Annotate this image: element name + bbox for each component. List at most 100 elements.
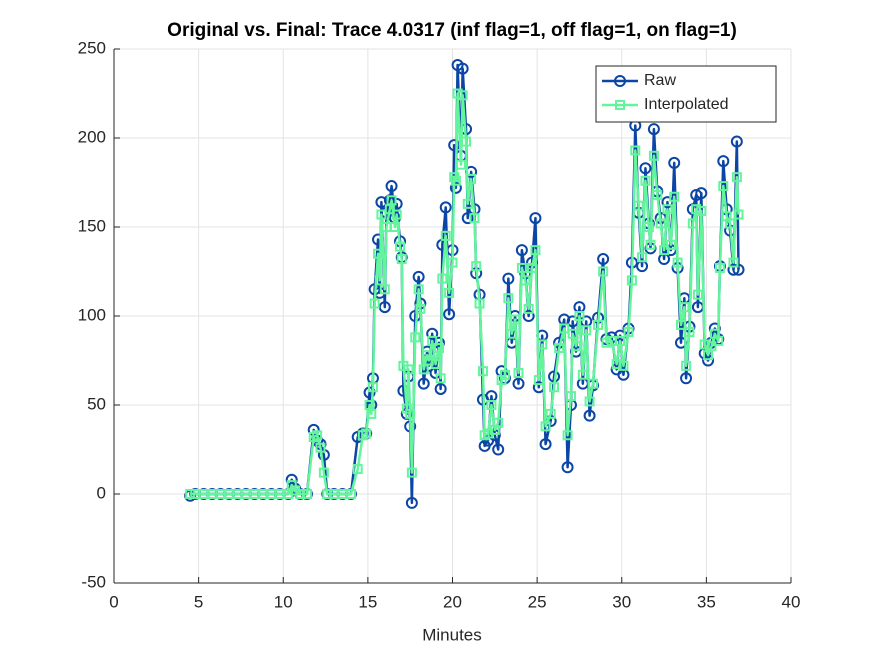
marker — [502, 272, 515, 285]
marker — [396, 254, 407, 265]
marker — [615, 335, 626, 346]
marker — [430, 359, 441, 370]
marker — [415, 303, 426, 314]
marker — [529, 212, 542, 225]
marker — [312, 430, 323, 441]
marker — [672, 257, 683, 268]
marker — [611, 359, 622, 370]
marker — [690, 188, 703, 201]
marker — [537, 339, 548, 350]
x-tick-label: 20 — [443, 592, 462, 611]
marker — [684, 327, 695, 338]
marker — [539, 438, 552, 451]
x-tick-label: 25 — [528, 592, 547, 611]
marker — [687, 218, 698, 229]
legend-marker — [614, 75, 626, 87]
marker — [565, 391, 576, 402]
marker — [447, 257, 458, 268]
marker — [669, 191, 680, 202]
marker — [439, 201, 452, 214]
marker — [618, 360, 629, 371]
marker — [422, 350, 433, 361]
marker — [506, 328, 517, 339]
marker — [633, 200, 644, 211]
marker — [699, 339, 710, 350]
marker — [434, 382, 447, 395]
marker — [452, 88, 463, 99]
marker — [681, 360, 692, 371]
marker — [597, 253, 610, 266]
marker — [665, 239, 676, 250]
marker — [679, 302, 690, 313]
marker — [530, 245, 541, 256]
marker — [577, 369, 588, 380]
marker — [637, 252, 648, 263]
y-tick-label: 250 — [78, 38, 106, 57]
marker — [717, 155, 730, 168]
marker — [545, 408, 556, 419]
marker — [457, 90, 468, 101]
marker — [587, 378, 598, 389]
marker — [461, 136, 472, 147]
marker — [461, 212, 474, 225]
marker — [662, 204, 673, 215]
marker — [554, 343, 565, 354]
marker — [456, 62, 469, 75]
y-tick-label: -50 — [81, 572, 106, 591]
x-tick-label: 5 — [194, 592, 203, 611]
marker — [374, 275, 385, 286]
marker — [661, 196, 674, 209]
marker — [373, 248, 384, 259]
marker — [379, 284, 390, 295]
marker — [523, 303, 534, 314]
marker — [513, 367, 524, 378]
marker — [516, 262, 527, 273]
marker — [426, 327, 439, 340]
marker — [675, 319, 686, 330]
marker — [412, 270, 425, 283]
marker — [322, 489, 333, 499]
marker — [410, 332, 421, 343]
chart-title: Original vs. Final: Trace 4.0317 (inf fl… — [167, 20, 737, 41]
marker — [386, 195, 397, 206]
marker — [418, 364, 429, 375]
marker — [417, 377, 430, 390]
marker — [455, 159, 466, 170]
marker — [695, 187, 708, 200]
marker — [503, 293, 514, 304]
marker — [378, 301, 391, 314]
marker — [515, 244, 528, 257]
marker — [727, 263, 740, 276]
marker — [405, 408, 416, 419]
marker — [643, 222, 654, 232]
x-tick-label: 0 — [109, 592, 118, 611]
marker — [352, 464, 363, 475]
marker — [376, 209, 387, 220]
marker — [367, 382, 378, 393]
marker — [369, 298, 380, 309]
marker — [469, 213, 480, 224]
marker — [730, 135, 743, 148]
marker — [406, 467, 417, 478]
marker — [561, 461, 574, 474]
marker — [567, 328, 578, 339]
marker — [361, 428, 372, 439]
marker — [718, 181, 729, 192]
marker — [728, 257, 739, 268]
marker — [477, 366, 488, 377]
marker — [318, 467, 329, 478]
marker — [449, 181, 462, 194]
y-tick-label: 200 — [78, 127, 106, 146]
marker — [433, 343, 444, 354]
marker — [474, 298, 485, 309]
y-tick-label: 100 — [78, 305, 106, 324]
marker — [668, 156, 681, 169]
marker — [696, 205, 707, 216]
legend-label: Raw — [644, 72, 676, 89]
marker — [706, 341, 717, 352]
marker — [571, 341, 582, 352]
marker — [645, 239, 656, 250]
marker — [385, 180, 398, 193]
marker — [405, 496, 418, 509]
marker — [512, 377, 525, 390]
